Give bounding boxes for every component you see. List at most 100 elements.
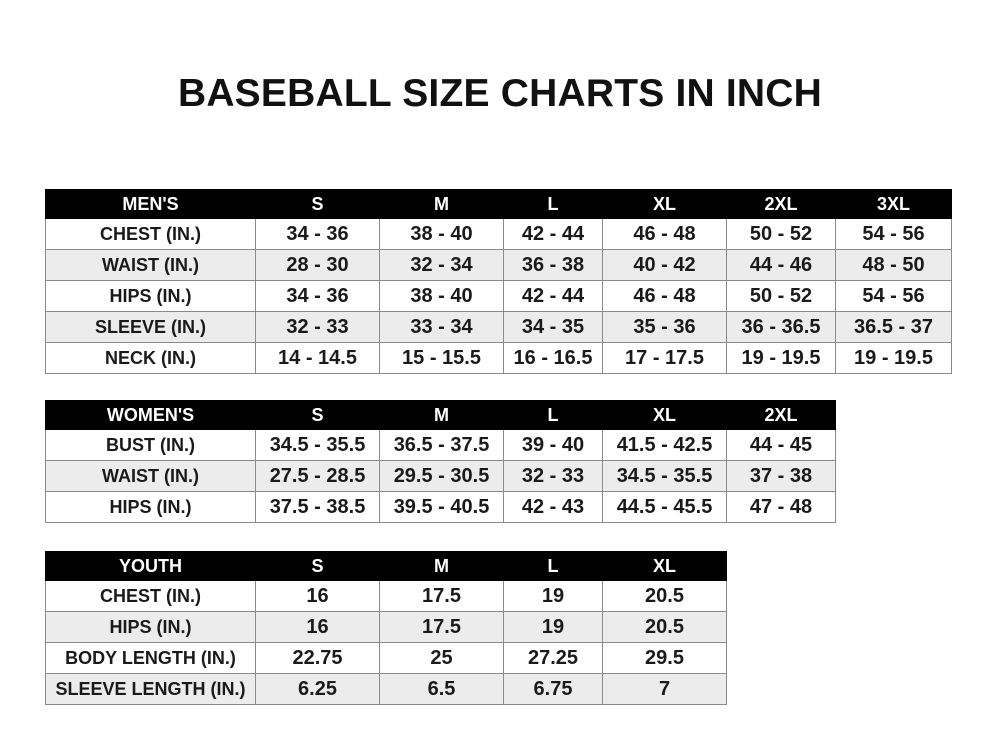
page-title: BASEBALL SIZE CHARTS IN INCH [177,72,823,115]
measurement-cell: 34.5 - 35.5 [255,429,380,461]
row-label: SLEEVE LENGTH (IN.) [45,673,256,705]
measurement-cell: 38 - 40 [379,218,504,250]
header-row: YOUTH S M L XL [45,551,727,581]
row-label: CHEST (IN.) [45,218,256,250]
measurement-cell: 16 [255,580,380,612]
measurement-cell: 17.5 [379,580,504,612]
row-label: WAIST (IN.) [45,249,256,281]
row-label: BUST (IN.) [45,429,256,461]
measurement-cell: 14 - 14.5 [255,342,380,374]
size-header: XL [602,189,727,219]
size-header: S [255,189,380,219]
measurement-cell: 25 [379,642,504,674]
measurement-cell: 44 - 45 [726,429,836,461]
measurement-cell: 40 - 42 [602,249,727,281]
measurement-cell: 34 - 36 [255,218,380,250]
measurement-cell: 19 [503,580,603,612]
measurement-cell: 20.5 [602,580,727,612]
table-row: HIPS (IN.) 37.5 - 38.5 39.5 - 40.5 42 - 43 4… [45,491,836,523]
measurement-cell: 54 - 56 [835,280,952,312]
category-header: MEN'S [45,189,256,219]
row-label: BODY LENGTH (IN.) [45,642,256,674]
measurement-cell: 35 - 36 [602,311,727,343]
measurement-cell: 38 - 40 [379,280,504,312]
row-label: HIPS (IN.) [45,611,256,643]
measurement-cell: 46 - 48 [602,218,727,250]
size-header: M [379,551,504,581]
table-row: CHEST (IN.) 16 17.5 19 20.5 [45,580,727,612]
measurement-cell: 34 - 36 [255,280,380,312]
measurement-cell: 41.5 - 42.5 [602,429,727,461]
measurement-cell: 54 - 56 [835,218,952,250]
womens-size-table: WOMEN'S S M L XL 2XL BUST (IN.) 34.5 - 35.5 36.5… [45,400,836,523]
table-row: WAIST (IN.) 27.5 - 28.5 29.5 - 30.5 32 - 33… [45,460,836,492]
measurement-cell: 6.75 [503,673,603,705]
measurement-cell: 17 - 17.5 [602,342,727,374]
row-label: NECK (IN.) [45,342,256,374]
measurement-cell: 48 - 50 [835,249,952,281]
measurement-cell: 46 - 48 [602,280,727,312]
measurement-cell: 29.5 - 30.5 [379,460,504,492]
measurement-cell: 47 - 48 [726,491,836,523]
measurement-cell: 6.25 [255,673,380,705]
table-row: HIPS (IN.) 34 - 36 38 - 40 42 - 44 46 - 48 50… [45,280,952,312]
size-header: 2XL [726,400,836,430]
mens-size-table: MEN'S S M L XL 2XL 3XL CHEST (IN.) 34 - 36 38 - 4… [45,189,952,374]
measurement-cell: 15 - 15.5 [379,342,504,374]
size-header: M [379,400,504,430]
measurement-cell: 16 - 16.5 [503,342,603,374]
measurement-cell: 50 - 52 [726,280,836,312]
measurement-cell: 37.5 - 38.5 [255,491,380,523]
measurement-cell: 32 - 33 [255,311,380,343]
measurement-cell: 36.5 - 37 [835,311,952,343]
measurement-cell: 29.5 [602,642,727,674]
measurement-cell: 44.5 - 45.5 [602,491,727,523]
measurement-cell: 17.5 [379,611,504,643]
table-row: HIPS (IN.) 16 17.5 19 20.5 [45,611,727,643]
measurement-cell: 27.25 [503,642,603,674]
measurement-cell: 36 - 36.5 [726,311,836,343]
size-header: M [379,189,504,219]
measurement-cell: 19 - 19.5 [835,342,952,374]
table-row: BODY LENGTH (IN.) 22.75 25 27.25 29.5 [45,642,727,674]
table-row: SLEEVE (IN.) 32 - 33 33 - 34 34 - 35 35 - 36… [45,311,952,343]
measurement-cell: 42 - 43 [503,491,603,523]
measurement-cell: 32 - 34 [379,249,504,281]
measurement-cell: 44 - 46 [726,249,836,281]
measurement-cell: 28 - 30 [255,249,380,281]
measurement-cell: 39 - 40 [503,429,603,461]
measurement-cell: 39.5 - 40.5 [379,491,504,523]
measurement-cell: 34.5 - 35.5 [602,460,727,492]
measurement-cell: 19 - 19.5 [726,342,836,374]
category-header: WOMEN'S [45,400,256,430]
row-label: HIPS (IN.) [45,280,256,312]
youth-size-table: YOUTH S M L XL CHEST (IN.) 16 17.5 19 20.5 HIPS (I… [45,551,727,705]
measurement-cell: 50 - 52 [726,218,836,250]
header-row: WOMEN'S S M L XL 2XL [45,400,836,430]
table-row: WAIST (IN.) 28 - 30 32 - 34 36 - 38 40 - 42 4… [45,249,952,281]
measurement-cell: 16 [255,611,380,643]
size-header: 2XL [726,189,836,219]
size-header: S [255,551,380,581]
table-row: SLEEVE LENGTH (IN.) 6.25 6.5 6.75 7 [45,673,727,705]
measurement-cell: 7 [602,673,727,705]
measurement-cell: 22.75 [255,642,380,674]
measurement-cell: 42 - 44 [503,280,603,312]
size-header: 3XL [835,189,952,219]
size-header: L [503,189,603,219]
row-label: SLEEVE (IN.) [45,311,256,343]
measurement-cell: 36.5 - 37.5 [379,429,504,461]
measurement-cell: 42 - 44 [503,218,603,250]
row-label: HIPS (IN.) [45,491,256,523]
table-row: NECK (IN.) 14 - 14.5 15 - 15.5 16 - 16.5 17 … [45,342,952,374]
size-header: XL [602,551,727,581]
measurement-cell: 33 - 34 [379,311,504,343]
size-header: L [503,551,603,581]
header-row: MEN'S S M L XL 2XL 3XL [45,189,952,219]
size-header: L [503,400,603,430]
measurement-cell: 32 - 33 [503,460,603,492]
size-header: XL [602,400,727,430]
table-row: BUST (IN.) 34.5 - 35.5 36.5 - 37.5 39 - 40 4… [45,429,836,461]
measurement-cell: 27.5 - 28.5 [255,460,380,492]
measurement-cell: 20.5 [602,611,727,643]
